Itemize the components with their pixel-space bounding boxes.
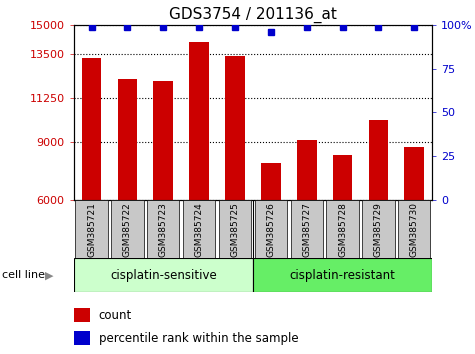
Bar [332,155,352,200]
Text: cisplatin-sensitive: cisplatin-sensitive [110,269,217,282]
Bar [153,81,173,200]
Text: percentile rank within the sample: percentile rank within the sample [99,332,298,344]
Text: GSM385724: GSM385724 [195,202,204,257]
Bar [404,147,424,200]
Bar [297,139,317,200]
Text: ▶: ▶ [45,270,54,280]
Text: GSM385729: GSM385729 [374,202,383,257]
Bar [369,120,389,200]
Bar [74,331,90,345]
Bar [255,200,287,258]
Bar [183,200,215,258]
Text: GSM385727: GSM385727 [302,202,311,257]
Bar [76,200,108,258]
Text: GSM385730: GSM385730 [410,202,419,257]
Text: cell line: cell line [2,270,46,280]
Bar [261,163,281,200]
Text: cisplatin-resistant: cisplatin-resistant [290,269,396,282]
Bar [291,200,323,258]
Text: GSM385721: GSM385721 [87,202,96,257]
Bar [253,258,432,292]
Title: GDS3754 / 201136_at: GDS3754 / 201136_at [169,7,337,23]
Text: GSM385728: GSM385728 [338,202,347,257]
Text: GSM385726: GSM385726 [266,202,276,257]
Bar [74,308,90,322]
Text: count: count [99,309,132,321]
Bar [147,200,180,258]
Text: GSM385723: GSM385723 [159,202,168,257]
Bar [74,258,253,292]
Bar [117,79,137,200]
Bar [82,58,102,200]
Bar [219,200,251,258]
Bar [326,200,359,258]
Text: GSM385725: GSM385725 [230,202,239,257]
Bar [362,200,395,258]
Bar [398,200,430,258]
Bar [111,200,143,258]
Bar [225,56,245,200]
Text: GSM385722: GSM385722 [123,202,132,257]
Bar [189,42,209,200]
